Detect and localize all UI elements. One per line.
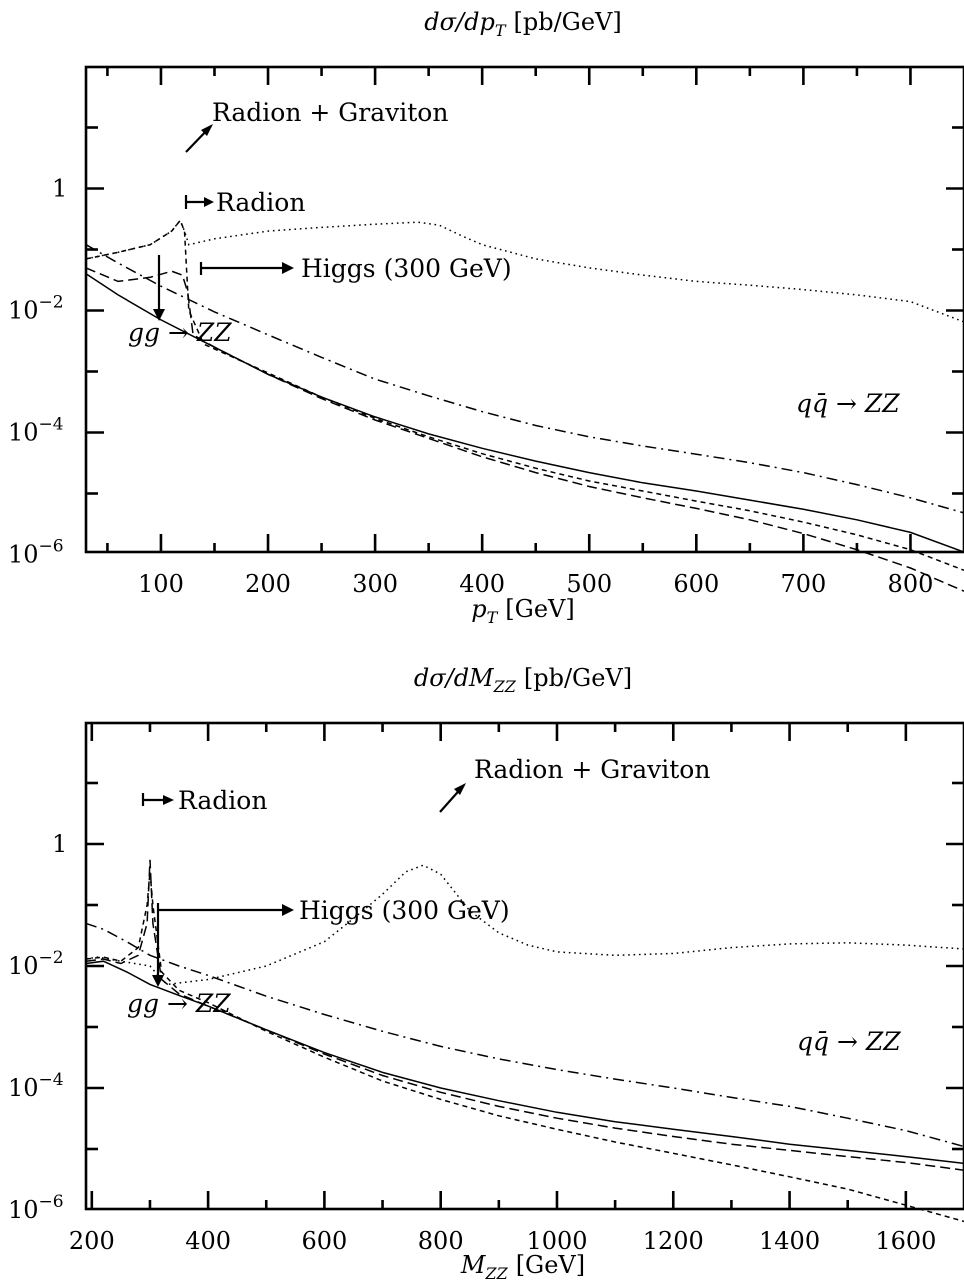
y-tick-label: 10−6 [8,537,64,569]
chart-title: dσ/dMZZ [pb/GeV] [414,664,632,696]
series-dashdot-line [85,244,964,514]
arrowhead-gg [152,975,164,987]
plot-curves [85,859,964,1223]
title-main: dσ/dM [414,664,495,692]
series-dashdot-line [85,922,964,1148]
xlabel-sub: ZZ [484,1264,508,1283]
y-tick-label: 10−6 [8,1192,64,1224]
arrowhead-radion [204,197,214,207]
x-tick-label: 200 [69,1227,115,1255]
series-dotted-line [85,864,964,986]
xlabel-unit: [GeV] [505,595,574,623]
panel-pt-distribution: dσ/dpT [pb/GeV] 100 200 300 400 500 600 700 800 … [8,8,964,627]
x-tick-label: 800 [888,570,934,598]
xlabel-main: p [471,595,486,623]
arrowhead-radion-graviton [201,124,213,136]
x-tick-label: 1600 [875,1227,936,1255]
y-tick-labels: 1 10−2 10−4 10−6 [8,830,67,1224]
title-unit: [pb/GeV] [513,8,621,36]
x-tick-label: 300 [352,570,398,598]
title-main: dσ/dp [424,8,495,36]
label-higgs: Higgs (300 GeV) [301,254,512,283]
x-tick-label: 600 [673,570,719,598]
plot-curves [85,218,964,592]
plot-frame [84,721,964,1211]
series-longdash-line [85,267,964,592]
series-solid-line [85,273,964,553]
label-radion: Radion [216,188,305,217]
x-tick-label: 1400 [759,1227,820,1255]
x-tick-label: 800 [418,1227,464,1255]
panel-mzz-distribution: dσ/dMZZ [pb/GeV] 200 400 600 800 1000 1200 1400… [8,664,964,1283]
xlabel-sub: T [487,608,499,627]
y-tick-label: 10−2 [8,948,64,980]
arrowhead-radion [163,795,174,805]
series-longdash-line [85,859,964,1171]
title-sub: T [495,21,507,40]
x-axis-title: pT [GeV] [471,595,574,627]
plot-frame [84,65,964,554]
x-tick-label: 400 [185,1227,231,1255]
xlabel-main: M [460,1251,487,1279]
arrowhead-higgs [282,262,294,274]
y-tick-label: 10−4 [8,1070,64,1102]
axis-ticks [86,67,964,552]
x-tick-label: 400 [459,570,505,598]
xlabel-unit: [GeV] [516,1251,585,1279]
x-tick-label: 700 [780,570,826,598]
title-unit: [pb/GeV] [524,664,632,692]
arrowhead-gg [153,309,165,321]
label-gg: gg → ZZ [128,318,232,347]
label-radion-graviton: Radion + Graviton [212,98,448,127]
x-tick-label: 100 [138,570,184,598]
label-gg: gg → ZZ [127,989,231,1018]
series-dotted-line [85,218,964,323]
label-radion-graviton: Radion + Graviton [474,755,710,784]
x-tick-label: 1200 [643,1227,704,1255]
x-tick-labels: 200 400 600 800 1000 1200 1400 1600 [69,1227,936,1255]
x-tick-label: 1000 [526,1227,587,1255]
x-tick-label: 600 [301,1227,347,1255]
label-higgs: Higgs (300 GeV) [299,896,510,925]
arrowhead-radion-graviton [454,783,466,795]
arrowhead-higgs [282,904,294,916]
label-qq: qq̄ → ZZ [797,1027,901,1056]
y-tick-label: 1 [52,175,67,203]
y-tick-label: 10−2 [8,293,64,325]
chart-title: dσ/dpT [pb/GeV] [424,8,621,40]
y-tick-label: 10−4 [8,415,64,447]
axis-ticks [86,723,964,1209]
x-tick-labels: 100 200 300 400 500 600 700 800 [138,570,933,598]
series-solid-line [85,960,964,1165]
label-radion: Radion [178,786,267,815]
y-tick-labels: 1 10−2 10−4 10−6 [8,175,67,569]
title-sub: ZZ [493,677,517,696]
x-axis-title: MZZ [GeV] [460,1251,585,1283]
label-qq: qq̄ → ZZ [796,389,900,418]
x-tick-label: 200 [245,570,291,598]
y-tick-label: 1 [52,830,67,858]
x-tick-label: 500 [566,570,612,598]
